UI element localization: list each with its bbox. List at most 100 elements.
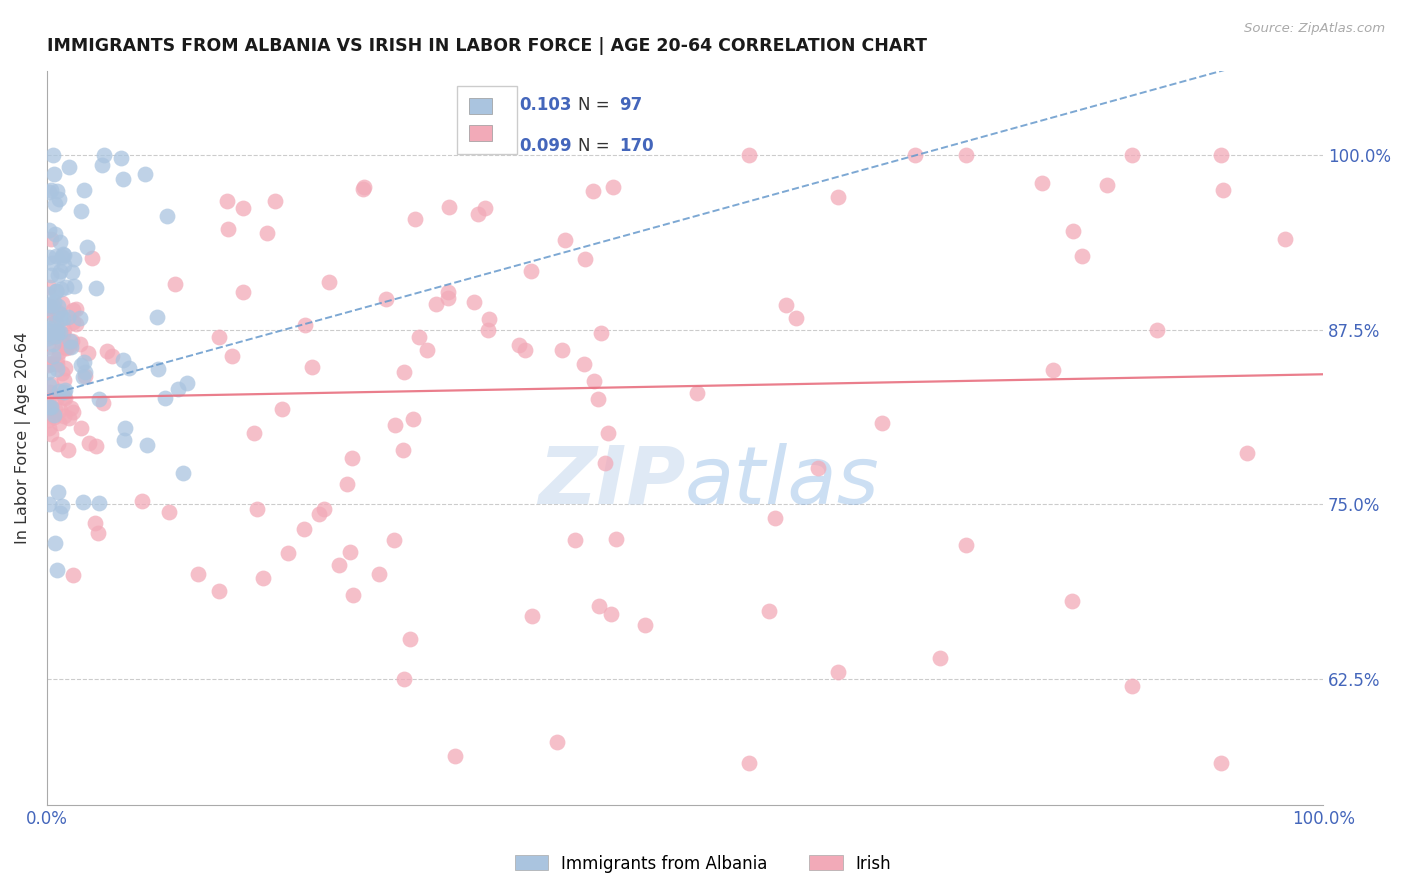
Point — [110, 151, 132, 165]
Point — [1212, 183, 1234, 197]
Point — [118, 360, 141, 375]
Point — [52, 409, 75, 424]
Point — [208, 584, 231, 599]
Point — [478, 312, 501, 326]
Point — [232, 285, 254, 299]
Point — [38, 280, 60, 294]
Point — [51, 296, 73, 310]
Point — [87, 526, 110, 541]
Point — [1042, 363, 1064, 377]
Point — [166, 382, 188, 396]
Point — [252, 571, 274, 585]
Point — [156, 209, 179, 223]
Point — [56, 310, 79, 324]
Point — [46, 184, 69, 198]
Point — [58, 411, 80, 425]
Point — [39, 400, 62, 414]
Point — [42, 327, 65, 342]
Text: atlas: atlas — [685, 443, 880, 521]
Point — [352, 182, 374, 196]
Point — [336, 477, 359, 491]
Point — [65, 301, 87, 316]
Point — [775, 298, 797, 312]
Point — [520, 609, 543, 624]
Point — [243, 426, 266, 441]
Point — [342, 588, 364, 602]
Point — [82, 251, 104, 265]
Point — [1121, 679, 1143, 693]
Point — [153, 391, 176, 405]
Legend: , : , — [457, 87, 517, 154]
Point — [49, 282, 72, 296]
Point — [41, 298, 63, 312]
Point — [1095, 178, 1118, 192]
Point — [404, 212, 426, 227]
Point — [38, 321, 60, 335]
Y-axis label: In Labor Force | Age 20-64: In Labor Force | Age 20-64 — [15, 332, 31, 544]
Point — [96, 344, 118, 359]
Point — [42, 308, 65, 322]
Point — [340, 451, 363, 466]
Point — [600, 607, 623, 621]
Point — [53, 383, 76, 397]
Point — [42, 337, 65, 351]
Point — [42, 349, 65, 363]
Point — [785, 310, 807, 325]
Point — [51, 250, 73, 264]
Point — [84, 281, 107, 295]
Point — [42, 316, 65, 330]
Point — [42, 329, 65, 343]
Point — [55, 340, 77, 354]
Point — [52, 248, 75, 262]
Point — [38, 185, 60, 199]
Point — [83, 516, 105, 530]
Text: IMMIGRANTS FROM ALBANIA VS IRISH IN LABOR FORCE | AGE 20-64 CORRELATION CHART: IMMIGRANTS FROM ALBANIA VS IRISH IN LABO… — [46, 37, 927, 55]
Point — [574, 252, 596, 266]
Text: R =: R = — [474, 136, 510, 155]
Point — [45, 326, 67, 341]
Point — [437, 291, 460, 305]
Point — [513, 343, 536, 358]
Point — [572, 357, 595, 371]
Point — [39, 426, 62, 441]
Point — [263, 194, 285, 209]
Point — [56, 442, 79, 457]
Point — [145, 310, 167, 325]
Point — [51, 336, 73, 351]
Point — [546, 735, 568, 749]
Point — [1236, 445, 1258, 459]
Point — [294, 318, 316, 333]
Point — [312, 502, 335, 516]
Point — [384, 417, 406, 432]
Point — [582, 184, 605, 198]
Point — [53, 385, 76, 400]
Point — [46, 362, 69, 376]
Point — [1146, 323, 1168, 337]
Text: 0.099: 0.099 — [519, 136, 572, 155]
Point — [328, 558, 350, 572]
Point — [929, 651, 952, 665]
Point — [46, 300, 69, 314]
Point — [39, 299, 62, 313]
Point — [37, 412, 59, 426]
Point — [474, 201, 496, 215]
Point — [738, 147, 761, 161]
Point — [1031, 176, 1053, 190]
Point — [45, 324, 67, 338]
Text: 97: 97 — [619, 96, 643, 114]
Point — [37, 301, 59, 316]
Point — [69, 337, 91, 351]
Point — [44, 284, 66, 298]
Point — [1062, 224, 1084, 238]
Point — [131, 494, 153, 508]
Point — [69, 311, 91, 326]
Point — [38, 328, 60, 343]
Point — [367, 566, 389, 581]
Point — [46, 268, 69, 282]
Point — [477, 323, 499, 337]
Point — [38, 497, 60, 511]
Point — [392, 365, 415, 379]
Point — [58, 340, 80, 354]
Point — [425, 297, 447, 311]
Point — [38, 356, 60, 370]
